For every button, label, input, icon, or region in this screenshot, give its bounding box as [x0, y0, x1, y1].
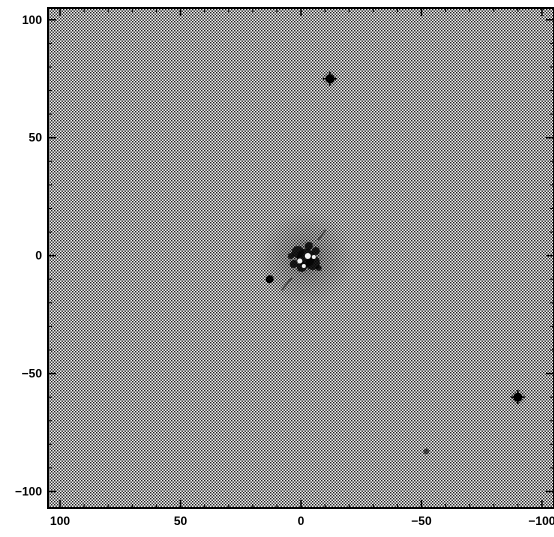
x-tick-label: 50 — [174, 514, 188, 528]
x-tick-label: 0 — [298, 514, 305, 528]
x-tick-label: −100 — [528, 514, 554, 528]
axes: 100 50 0 −50 −100 100 50 0 −50 −100 — [15, 8, 554, 528]
y-tick-label: −100 — [15, 484, 42, 498]
x-tick-label: 100 — [50, 514, 70, 528]
y-tick-label: −50 — [22, 367, 43, 381]
dark-star-upper-right — [320, 69, 339, 88]
x-tick-label: −50 — [411, 514, 432, 528]
y-tick-label: 0 — [35, 249, 42, 263]
y-tick-label: 50 — [29, 131, 43, 145]
dark-knot-left-of-center — [265, 275, 274, 284]
image-features — [257, 69, 527, 455]
dark-star-lower-right — [508, 388, 527, 407]
image-field — [48, 8, 554, 508]
y-tick-label: 100 — [22, 13, 42, 27]
central-source — [257, 210, 354, 306]
faint-spot-lower — [423, 448, 430, 455]
